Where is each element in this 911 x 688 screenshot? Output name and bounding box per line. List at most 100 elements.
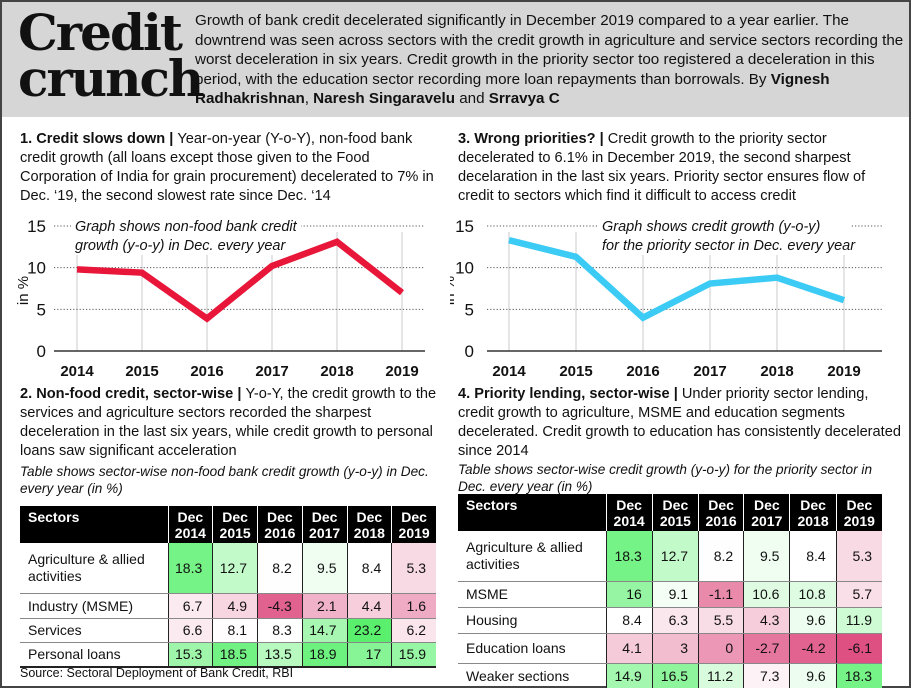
column-header-year: Dec 2018 [346,506,392,543]
table-cell: 12.7 [651,531,699,582]
table-cell: 11.9 [835,607,882,634]
table-cell: -1.1 [698,581,744,608]
x-tick-label: 2016 [190,363,223,380]
x-tick-label: 2014 [60,363,94,380]
section-4-text: 4. Priority lending, sector-wise | Under… [458,385,903,495]
column-header-year: Dec 2015 [651,494,699,531]
section-2-note: Table shows sector-wise non-food bank cr… [20,464,429,496]
table-cell: 4.9 [212,593,258,619]
table-cell: 9.6 [789,607,837,634]
table-cell: 8.3 [257,618,303,643]
section-1-heading: 1. Credit slows down | [20,131,178,147]
y-tick-label: 15 [27,217,46,236]
x-tick-label: 2018 [320,363,353,380]
table-cell: 16.5 [651,663,699,688]
table-cell: 18.5 [212,642,258,668]
table-cell: 7.3 [743,663,790,688]
table-row: Services 6.6 8.1 8.3 14.7 23.2 6.2 [20,618,436,643]
y-axis-label: in % [15,276,32,305]
row-label: Services [20,618,168,643]
section-3-body: Credit growth to the priority sector dec… [458,131,866,204]
table-cell: 6.2 [391,618,436,643]
table-cell: 2.1 [301,593,347,619]
table-cell: 15.9 [391,642,436,668]
source-note: Source: Sectoral Deployment of Bank Cred… [20,666,294,680]
x-tick-label: 2015 [559,363,592,380]
chart-priority-sector: 0 5 10 15 in % 2014 2015 2016 2017 2018 2019 Graph … [450,210,911,385]
chart-title-line: Graph shows non-food bank credit [75,219,298,235]
table-cell: 1.6 [391,593,436,619]
intro-body: Growth of bank credit decelerated signif… [195,12,904,88]
x-tick-label: 2018 [760,363,793,380]
section-4-note: Table shows sector-wise credit growth (y… [458,462,872,494]
author-3: Srravya C [488,90,560,107]
section-2-body: Y-o-Y, the credit growth to the services… [20,386,437,459]
intro-text: Growth of bank credit decelerated signif… [195,11,905,109]
table-row: Weaker sections 14.9 16.5 11.2 7.3 9.6 18.3 [458,663,882,688]
section-1-body: Year-on-year (Y-o-Y), non-food bank cred… [20,131,434,204]
x-tick-label: 2019 [827,363,860,380]
table-cell: 3 [651,633,699,664]
x-tick-label: 2016 [626,363,659,380]
table-cell: 4.1 [605,633,653,664]
table-row: Education loans 4.1 3 0 -2.7 -4.2 -6.1 [458,633,882,664]
table-cell: 17 [346,642,392,668]
table-cell: 6.6 [167,618,213,643]
section-3-text: 3. Wrong priorities? | Credit growth to … [458,130,903,206]
section-4-body: Under priority sector lending, credit gr… [458,386,901,459]
author-2: Naresh Singaravelu [313,90,455,107]
title-line-1: Credit [18,3,183,62]
table-cell: 5.3 [391,543,436,594]
row-label: Agriculture & allied activities [458,531,606,582]
author-separator: and [454,90,489,107]
row-label: Industry (MSME) [20,593,168,619]
y-tick-label: 5 [37,300,46,319]
page-title: Credit crunch [18,3,204,108]
table-cell: 9.5 [743,531,790,582]
table-cell: 6.3 [651,607,699,634]
line-chart-svg: 0 5 10 15 in % 2014 2015 2016 2017 2018 2019 Graph … [450,215,882,380]
author-separator: , [304,90,314,107]
table-cell: 18.3 [167,543,213,594]
chart-title-line: for the priority sector in Dec. every ye… [602,238,856,254]
table-cell: 9.1 [651,581,699,608]
table-cell: 8.2 [257,543,303,594]
row-label: Education loans [458,633,606,664]
table-row: Industry (MSME) 6.7 4.9 -4.3 2.1 4.4 1.6 [20,593,436,619]
line-chart-svg: 0 5 10 15 in % 2014 2015 2016 2017 2018 2019 Graph … [15,215,425,380]
table-cell: 9.6 [789,663,837,688]
column-header-year: Dec 2014 [167,506,213,543]
title-line-2: crunch [18,49,204,108]
table-row: Agriculture & allied activities 18.3 12.7 8… [458,531,882,582]
row-label: Weaker sections [458,663,606,688]
chart-title-background [598,215,850,255]
x-tick-label: 2017 [693,363,726,380]
series-line [76,238,405,323]
series-line [508,237,846,322]
x-tick-label: 2015 [125,363,158,380]
column-header-year: Dec 2014 [605,494,653,531]
table-row: MSME 16 9.1 -1.1 10.6 10.8 5.7 [458,581,882,608]
table-cell: 8.4 [605,607,653,634]
table-cell: 23.2 [346,618,392,643]
x-tick-label: 2017 [255,363,288,380]
column-header-year: Dec 2019 [391,506,436,543]
table-cell: 8.4 [789,531,837,582]
column-header-year: Dec 2015 [212,506,258,543]
table-row: Housing 8.4 6.3 5.5 4.3 9.6 11.9 [458,607,882,634]
table-row: Personal loans 15.3 18.5 13.5 18.9 17 15.9 [20,642,436,668]
column-header-year: Dec 2016 [698,494,744,531]
table-cell: 8.2 [698,531,744,582]
table-cell: 4.4 [346,593,392,619]
table-cell: 4.3 [743,607,790,634]
y-tick-label: 10 [455,259,474,278]
table-cell: 5.7 [835,581,882,608]
table-cell: 10.8 [789,581,837,608]
table-cell: 18.9 [301,642,347,668]
row-label: Personal loans [20,642,168,668]
column-header-sectors: Sectors [458,494,606,531]
table-cell: 15.3 [167,642,213,668]
table-cell: 13.5 [257,642,303,668]
x-tick-label: 2019 [385,363,418,380]
